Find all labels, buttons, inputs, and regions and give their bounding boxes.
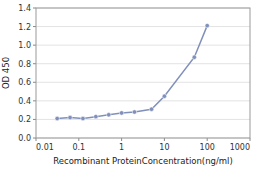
grid-line [36,119,250,120]
marker [107,113,111,117]
line [57,26,207,119]
y-tick-label: 1.0 [18,41,31,50]
chart-container: 0.0 0.2 0.4 0.6 0.8 1.0 1.2 1.4 0.01 0.1 1 10 100 100… [0,0,260,170]
marker [119,111,123,115]
y-tick-label: 1.4 [18,4,31,13]
x-tick-label: 10 [159,143,169,152]
grid-line [36,100,250,101]
y-axis-label: OD 450 [1,57,11,89]
y-tick-label: 0.8 [18,60,31,69]
y-tick-label: 0.4 [18,97,31,106]
marker [55,116,59,120]
marker [205,23,209,27]
marker [192,55,196,59]
marker [68,115,72,119]
x-tick-label: 0.1 [72,143,85,152]
chart-svg: 0.0 0.2 0.4 0.6 0.8 1.0 1.2 1.4 0.01 0.1 1 10 100 100… [0,0,260,170]
grid-line [36,45,250,46]
grid-line [36,63,250,64]
x-tick-label: 1000 [230,143,250,152]
marker [149,107,153,111]
x-axis-label: Recombinant ProteinConcentration(ng/ml) [53,156,233,166]
y-tick-label: 0.6 [18,78,31,87]
x-tick-label: 100 [200,143,215,152]
y-tick-label: 0.0 [18,134,31,143]
x-axis: 0.01 0.1 1 10 100 1000 [36,138,250,152]
grid-line [36,82,250,83]
plot-frame [36,8,250,138]
series [55,23,209,120]
y-axis: 0.0 0.2 0.4 0.6 0.8 1.0 1.2 1.4 [18,4,36,143]
x-tick-label: 1 [119,143,124,152]
grid [36,8,250,138]
grid-line [36,26,250,27]
y-tick-label: 1.2 [18,23,31,32]
marker [94,114,98,118]
marker [132,110,136,114]
y-tick-label: 0.2 [18,115,31,124]
x-tick-label: 0.01 [36,143,54,152]
marker [162,94,166,98]
marker [81,116,85,120]
